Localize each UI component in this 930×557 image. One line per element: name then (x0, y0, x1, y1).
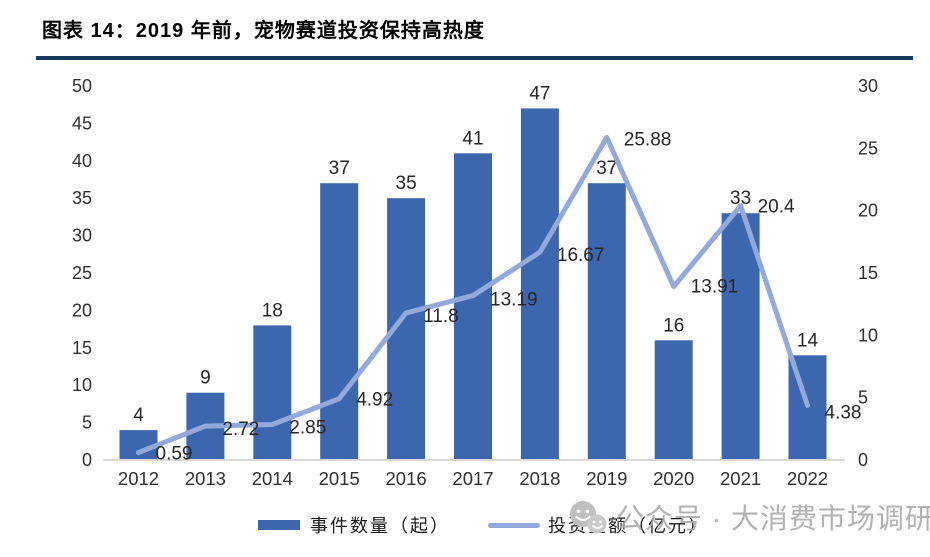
bar-label-2018: 47 (529, 83, 550, 104)
x-label-2016: 2016 (386, 468, 427, 489)
bar-label-2012: 4 (133, 405, 144, 426)
bar-2020 (654, 340, 693, 460)
x-label-2019: 2019 (586, 468, 627, 489)
x-label-2022: 2022 (787, 468, 828, 489)
wechat-smiley-icon (570, 501, 607, 534)
right-axis-ticks: 0 5 10 15 20 25 30 (858, 76, 878, 470)
bar-2015 (320, 183, 359, 460)
x-label-2012: 2012 (118, 468, 159, 489)
x-axis-labels: 2012 2013 2014 2015 2016 2017 2018 2019 2020 2021… (118, 468, 828, 489)
bar-2018 (520, 108, 559, 461)
bar-label-2016: 35 (396, 173, 417, 194)
x-label-2018: 2018 (519, 468, 560, 489)
left-tick-35: 35 (72, 188, 92, 208)
right-tick-5: 5 (858, 388, 868, 408)
figure-title: 图表 14：2019 年前，宠物赛道投资保持高热度 (42, 20, 485, 42)
left-tick-5: 5 (82, 413, 92, 433)
watermark-text: 公众号 · 大消费市场调研 (616, 503, 930, 534)
bar-label-2020: 16 (663, 315, 684, 336)
line-label-2014: 2.85 (289, 418, 326, 439)
legend-bar-swatch (258, 520, 300, 530)
right-tick-30: 30 (858, 76, 878, 96)
left-tick-15: 15 (72, 338, 92, 358)
bar-2021 (721, 213, 760, 460)
line-label-2021: 20.4 (758, 197, 795, 218)
left-tick-20: 20 (72, 300, 92, 320)
bar-2019 (587, 183, 626, 460)
line-label-2020: 13.91 (691, 277, 739, 298)
bar-label-2019: 37 (596, 158, 617, 179)
legend-bar-label: 事件数量（起） (310, 516, 450, 536)
bar-label-2022: 14 (797, 330, 819, 351)
x-label-2017: 2017 (452, 468, 493, 489)
x-label-2021: 2021 (720, 468, 761, 489)
bar-label-2021: 33 (730, 188, 751, 209)
left-axis-ticks: 0 5 10 15 20 25 30 35 40 45 50 (72, 76, 92, 470)
bar-2014 (253, 325, 292, 460)
x-label-2014: 2014 (252, 468, 293, 489)
right-tick-0: 0 (858, 450, 868, 470)
left-tick-25: 25 (72, 263, 92, 283)
x-label-2013: 2013 (185, 468, 226, 489)
line-label-2015: 4.92 (356, 390, 393, 411)
line-label-2017: 13.19 (490, 290, 538, 311)
title-underline (36, 56, 913, 60)
bar-label-2014: 18 (262, 300, 283, 321)
bar-2017 (454, 153, 492, 461)
left-tick-40: 40 (72, 151, 92, 171)
x-label-2015: 2015 (319, 468, 360, 489)
left-tick-50: 50 (72, 76, 92, 96)
right-tick-20: 20 (858, 201, 878, 221)
line-label-2022: 4.38 (825, 402, 862, 423)
right-tick-10: 10 (858, 325, 878, 345)
line-label-2018: 16.67 (557, 245, 605, 266)
left-tick-30: 30 (72, 226, 92, 246)
bar-value-labels: 4 9 18 37 35 41 47 37 16 33 14 (133, 83, 818, 426)
line-label-2016: 11.8 (423, 306, 459, 327)
watermark: 公众号 · 大消费市场调研 (566, 497, 930, 537)
bar-series (119, 108, 827, 461)
investment-line (136, 134, 810, 456)
line-label-2012: 0.59 (156, 444, 193, 465)
line-value-labels: 0.59 2.72 2.85 4.92 11.8 13.19 16.67 25.88 13.91… (156, 129, 862, 464)
right-tick-25: 25 (858, 138, 878, 158)
bar-label-2015: 37 (329, 158, 350, 179)
left-tick-10: 10 (72, 375, 92, 395)
left-tick-45: 45 (72, 113, 92, 133)
legend-line-swatch (488, 522, 540, 528)
right-tick-15: 15 (858, 263, 878, 283)
x-label-2020: 2020 (653, 468, 694, 489)
bar-label-2013: 9 (200, 368, 211, 389)
left-tick-0: 0 (82, 450, 92, 470)
line-label-2013: 2.72 (222, 419, 259, 440)
bar-label-2017: 41 (462, 128, 483, 149)
line-label-2019: 25.88 (624, 129, 672, 150)
